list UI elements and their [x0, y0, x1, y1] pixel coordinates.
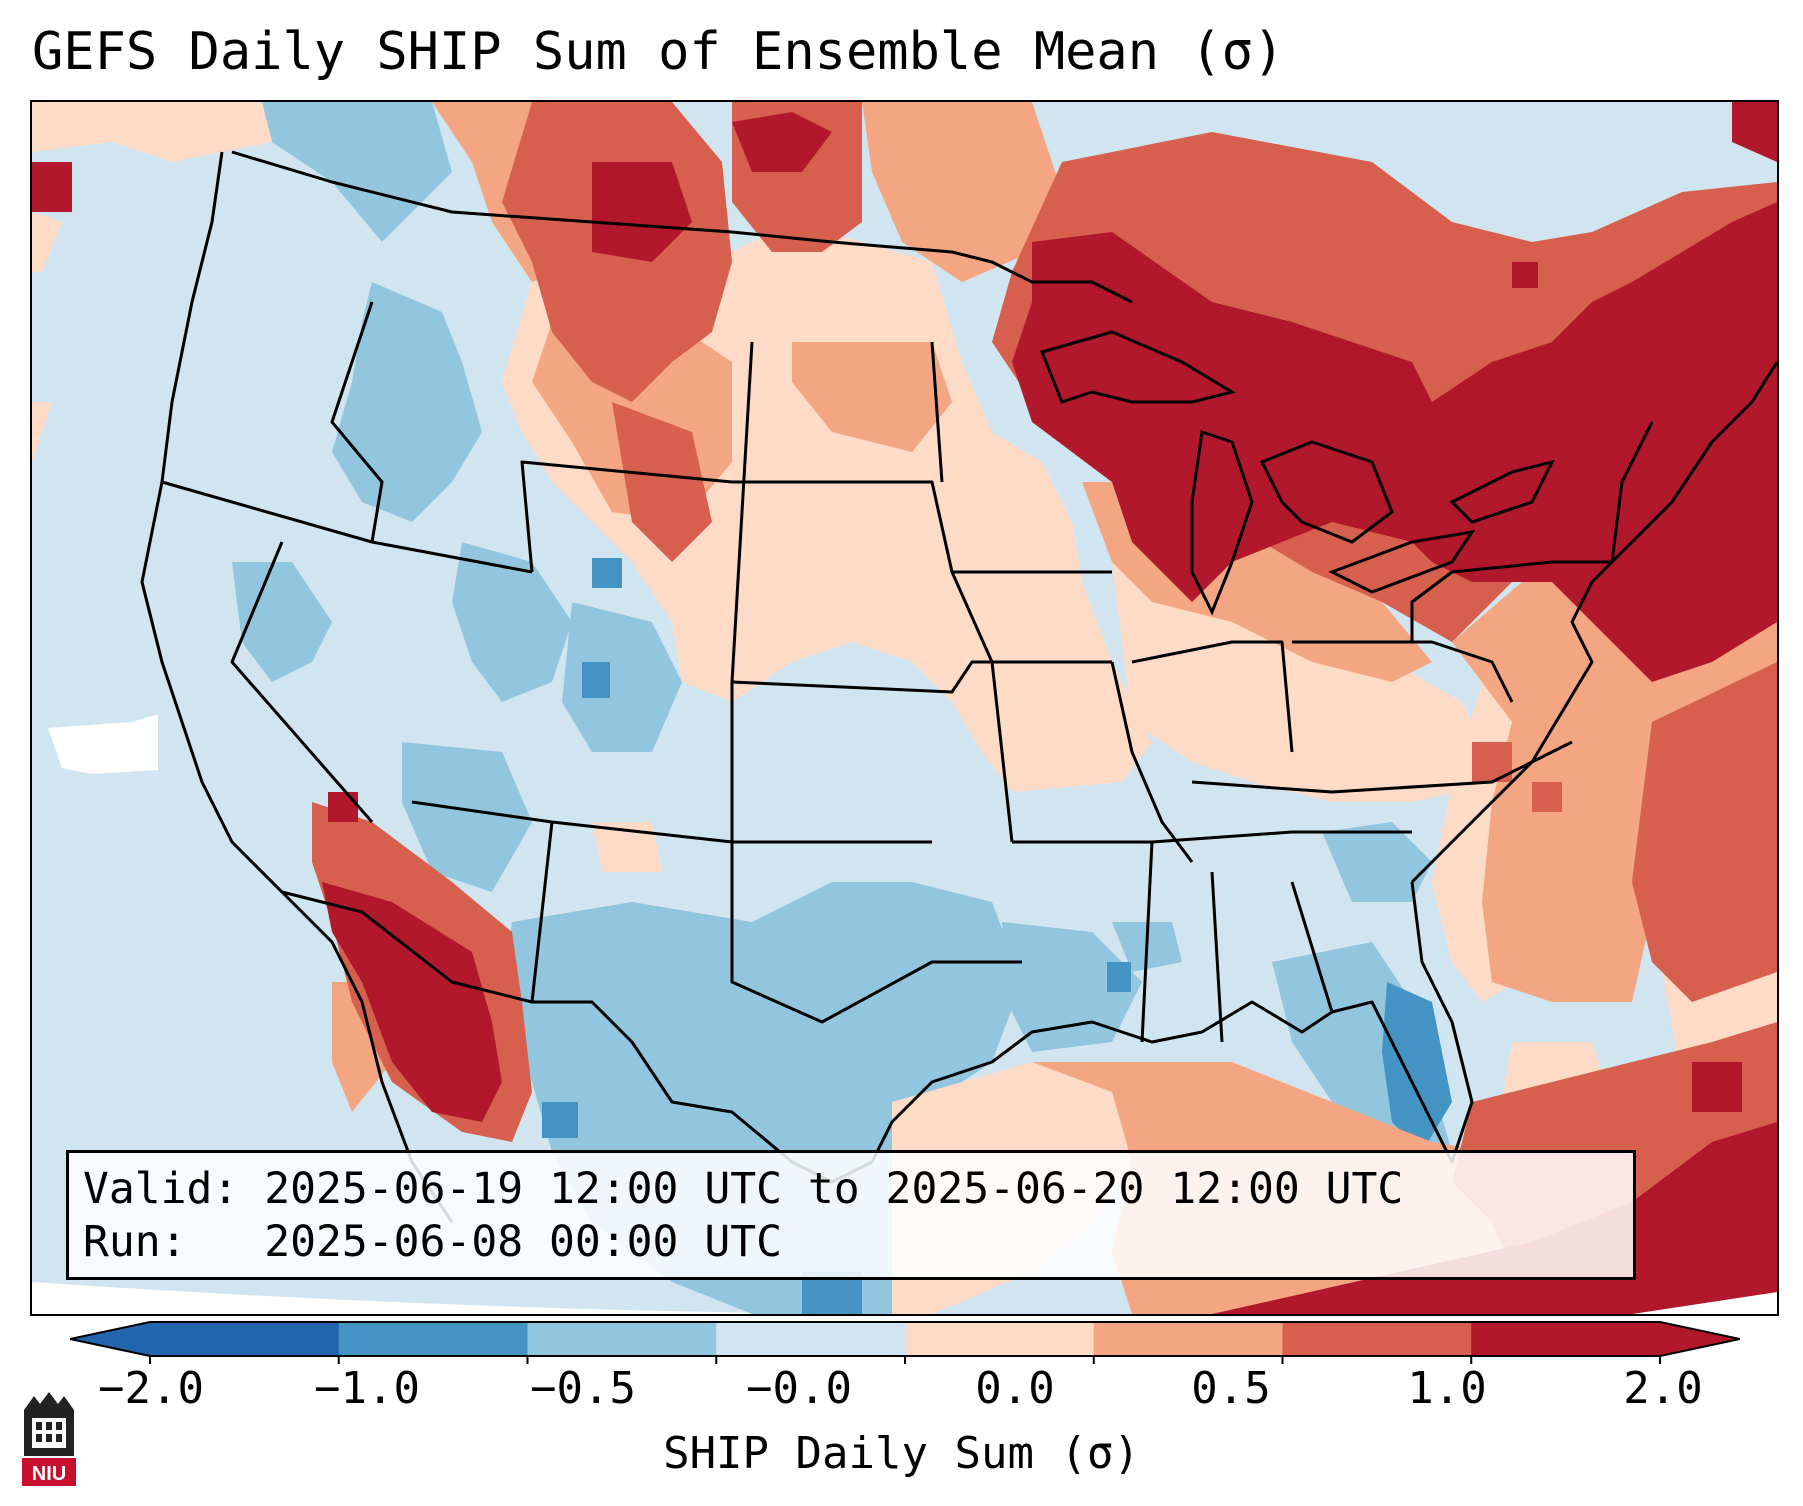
colorbar-swatch	[150, 1322, 340, 1356]
colorbar	[70, 1321, 1740, 1364]
colorbar-tick-label: 2.0	[1623, 1363, 1703, 1414]
niu-logo-text: NIU	[32, 1463, 66, 1485]
colorbar-tick-label: 0.0	[975, 1363, 1055, 1414]
colorbar-tick-label: −2.0	[98, 1363, 204, 1414]
run-label: Run:	[83, 1217, 187, 1267]
map-canvas[interactable]	[32, 102, 1777, 1314]
chart-title: GEFS Daily SHIP Sum of Ensemble Mean (σ)	[32, 22, 1285, 82]
niu-logo-icon: NIU	[22, 1392, 76, 1486]
colorbar-extend-high	[1660, 1322, 1740, 1356]
run-time: 2025-06-08 00:00 UTC	[264, 1217, 782, 1267]
colorbar-swatch	[716, 1322, 906, 1356]
valid-line: Valid: 2025-06-19 12:00 UTC to 2025-06-2…	[83, 1163, 1633, 1216]
colorbar-extend-low	[70, 1322, 150, 1356]
map-panel[interactable]	[30, 100, 1779, 1316]
colorbar-swatch	[338, 1322, 528, 1356]
colorbar-tick-label: −0.5	[530, 1363, 636, 1414]
missing-data-patch	[48, 714, 158, 774]
colorbar-tick-label: −0.0	[746, 1363, 852, 1414]
colorbar-swatch	[527, 1322, 717, 1356]
valid-time: 2025-06-19 12:00 UTC to 2025-06-20 12:00…	[264, 1164, 1404, 1214]
colorbar-tick-label: −1.0	[314, 1363, 420, 1414]
colorbar-swatch	[1471, 1322, 1661, 1356]
colorbar-tick-label: 1.0	[1407, 1363, 1487, 1414]
colorbar-swatch	[1282, 1322, 1472, 1356]
colorbar-swatch	[1093, 1322, 1283, 1356]
great-lakes	[1039, 330, 1555, 616]
valid-run-info-box: Valid: 2025-06-19 12:00 UTC to 2025-06-2…	[66, 1150, 1636, 1280]
valid-label: Valid:	[83, 1164, 239, 1214]
run-line: Run: 2025-06-08 00:00 UTC	[83, 1216, 1633, 1269]
colorbar-tick-label: 0.5	[1191, 1363, 1271, 1414]
colorbar-label: SHIP Daily Sum (σ)	[663, 1428, 1140, 1479]
colorbar-swatch	[905, 1322, 1095, 1356]
